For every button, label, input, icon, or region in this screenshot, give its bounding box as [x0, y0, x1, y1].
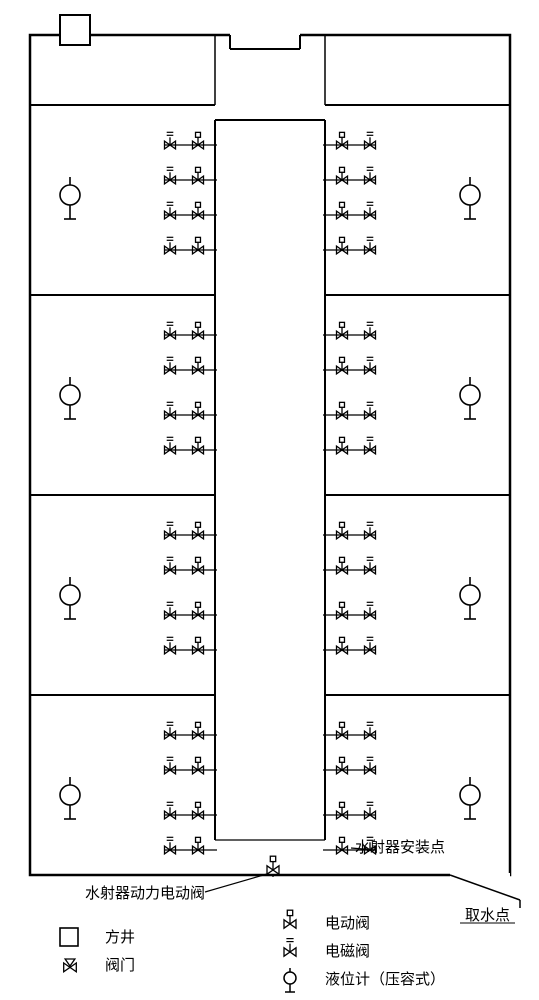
svg-text:方井: 方井 — [105, 929, 135, 946]
svg-text:阀门: 阀门 — [105, 957, 135, 974]
svg-text:水射器动力电动阀: 水射器动力电动阀 — [85, 885, 205, 902]
svg-text:取水点: 取水点 — [465, 907, 510, 924]
svg-text:液位计（压容式）: 液位计（压容式） — [325, 971, 445, 988]
diagram-page: 水射器安装点水射器动力电动阀取水点方井阀门 电动阀电磁阀液位计（压容式） — [0, 0, 539, 1000]
svg-text:电磁阀: 电磁阀 — [325, 943, 370, 960]
svg-text:水射器安装点: 水射器安装点 — [355, 839, 445, 856]
svg-text:电动阀: 电动阀 — [325, 915, 370, 932]
diagram-svg: 水射器安装点水射器动力电动阀取水点方井阀门 电动阀电磁阀液位计（压容式） — [0, 0, 539, 1000]
